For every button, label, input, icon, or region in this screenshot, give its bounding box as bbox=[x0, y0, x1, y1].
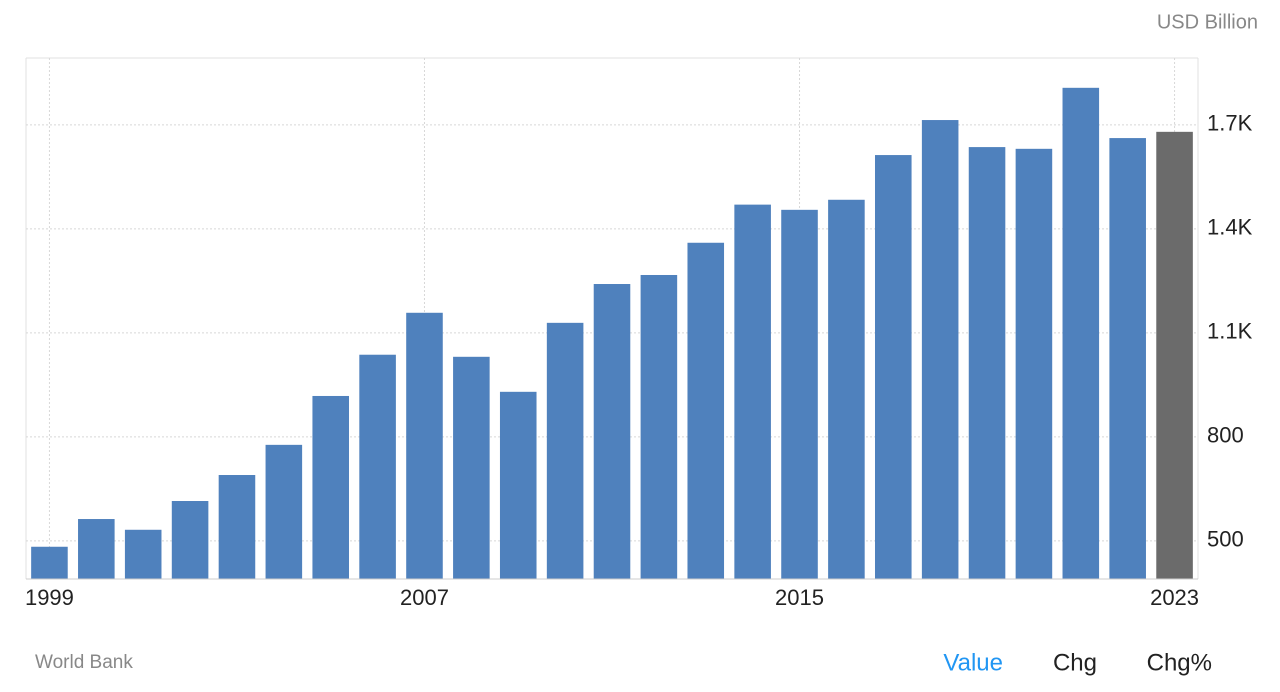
y-tick-label: 1.1K bbox=[1207, 319, 1253, 344]
bar bbox=[921, 120, 959, 579]
bar bbox=[499, 391, 537, 579]
y-tick-label: 500 bbox=[1207, 527, 1244, 552]
bar bbox=[968, 147, 1006, 579]
x-tick-label: 1999 bbox=[25, 585, 74, 610]
bar bbox=[359, 354, 396, 579]
bar bbox=[1156, 131, 1193, 579]
y-tick-label: 1.4K bbox=[1207, 215, 1253, 240]
bar bbox=[31, 546, 68, 579]
tab-button[interactable]: Chg% bbox=[1147, 649, 1212, 676]
tab-button[interactable]: Value bbox=[943, 649, 1003, 676]
source: World Bank bbox=[35, 652, 133, 673]
bar bbox=[1109, 138, 1146, 579]
y-tick-label: 1.7K bbox=[1207, 111, 1253, 136]
bar bbox=[406, 312, 443, 579]
y-tick-label: 800 bbox=[1207, 423, 1244, 448]
bar bbox=[874, 155, 912, 580]
bar bbox=[781, 209, 818, 579]
bar bbox=[78, 519, 115, 579]
bar bbox=[124, 529, 162, 579]
bar bbox=[1062, 87, 1100, 580]
bar bbox=[265, 444, 303, 579]
bar bbox=[218, 475, 256, 579]
tab-button[interactable]: Chg bbox=[1053, 649, 1097, 676]
x-tick-label: 2007 bbox=[400, 585, 449, 610]
bar bbox=[640, 274, 678, 579]
unit-label: USD Billion bbox=[1157, 11, 1258, 33]
x-tick-label: 2023 bbox=[1150, 585, 1199, 610]
bar bbox=[1015, 148, 1053, 579]
bar bbox=[312, 395, 350, 579]
x-tick-label: 2015 bbox=[775, 585, 824, 610]
bar bbox=[546, 322, 584, 579]
bar bbox=[593, 284, 631, 579]
bar bbox=[734, 204, 771, 580]
bar bbox=[453, 356, 490, 579]
bar bbox=[828, 199, 865, 579]
bar bbox=[687, 242, 725, 579]
bar bbox=[171, 501, 209, 579]
